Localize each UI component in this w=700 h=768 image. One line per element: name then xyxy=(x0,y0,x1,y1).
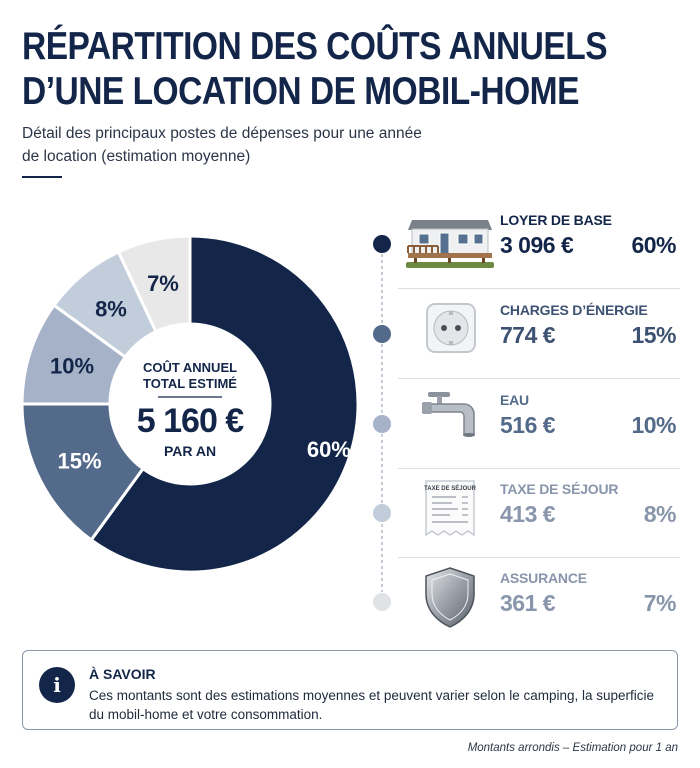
donut-chart: 60% 15% 10% 8% 7% COÛT ANNUEL TOTAL ESTIMÉ 5… xyxy=(20,234,360,574)
footnote: Montants arrondis – Estimation pour 1 an xyxy=(467,742,678,754)
legend-timeline xyxy=(381,236,383,592)
center-per-year: PAR AN xyxy=(164,443,216,459)
legend-amount: 774 € xyxy=(500,322,556,348)
legend-marker-dot xyxy=(373,325,391,343)
legend-category-name: EAU xyxy=(500,392,529,408)
title-line-2: D’UNE LOCATION DE MOBIL-HOME xyxy=(22,70,579,113)
legend-separator xyxy=(398,557,680,558)
legend-amount: 413 € xyxy=(500,501,556,527)
legend-separator xyxy=(398,468,680,469)
legend-marker-dot xyxy=(373,504,391,522)
legend-percent: 10% xyxy=(631,412,676,438)
slice-percent-label-1: 60% xyxy=(307,437,351,462)
legend-row: EAU 516 € 10% xyxy=(370,378,680,469)
slice-percent-label-3: 10% xyxy=(50,354,94,379)
legend-marker-dot xyxy=(373,415,391,433)
legend-row: CHARGES D’ÉNERGIE 774 € 15% xyxy=(370,288,680,379)
donut-hole xyxy=(110,324,270,484)
title-underline xyxy=(22,176,62,178)
legend-row: TAXE DE SÉJOUR TAXE DE SÉJOUR 413 € 8% xyxy=(370,467,680,558)
legend-percent: 8% xyxy=(643,501,677,527)
legend-separator xyxy=(398,378,680,379)
receipt-icon: TAXE DE SÉJOUR xyxy=(400,477,500,541)
legend-category-name: TAXE DE SÉJOUR xyxy=(500,481,619,497)
info-icon: i xyxy=(39,667,75,703)
legend-row: LOYER DE BASE 3 096 € 60% xyxy=(370,198,680,289)
info-text: Ces montants sont des estimations moyenn… xyxy=(89,688,655,722)
legend-row: ASSURANCE 361 € 7% xyxy=(370,556,680,646)
info-box: i À SAVOIR Ces montants sont des estimat… xyxy=(22,650,678,730)
legend-amount: 361 € xyxy=(500,590,556,616)
water-tap-icon xyxy=(400,388,500,452)
center-label-line-2: TOTAL ESTIMÉ xyxy=(143,376,237,391)
slice-percent-label-5: 7% xyxy=(147,271,179,296)
page-subtitle: Détail des principaux postes de dépenses… xyxy=(22,125,422,165)
legend-category-name: LOYER DE BASE xyxy=(500,212,612,228)
legend-category-name: CHARGES D’ÉNERGIE xyxy=(500,302,648,318)
legend-marker-dot xyxy=(373,235,391,253)
legend-percent: 15% xyxy=(631,322,676,348)
legend-category-name: ASSURANCE xyxy=(500,570,587,586)
page-title: RÉPARTITION DES COÛTS ANNUELS D’UNE LOCA… xyxy=(22,24,608,114)
shield-icon xyxy=(400,566,500,630)
legend-percent: 60% xyxy=(631,232,676,258)
legend-marker-dot xyxy=(373,593,391,611)
power-socket-icon xyxy=(400,298,500,362)
legend-amount: 3 096 € xyxy=(500,232,574,258)
legend-percent: 7% xyxy=(643,590,677,616)
legend-separator xyxy=(398,288,680,289)
title-line-1: RÉPARTITION DES COÛTS ANNUELS xyxy=(22,25,608,68)
center-label-line-1: COÛT ANNUEL xyxy=(143,360,237,375)
slice-percent-label-4: 8% xyxy=(95,296,127,321)
legend-amount: 516 € xyxy=(500,412,556,438)
info-heading: À SAVOIR xyxy=(89,666,156,682)
slice-percent-label-2: 15% xyxy=(57,448,101,473)
svg-text:TAXE DE SÉJOUR: TAXE DE SÉJOUR xyxy=(424,484,477,492)
mobile-home-icon xyxy=(400,208,500,272)
center-total-value: 5 160 € xyxy=(137,402,245,440)
